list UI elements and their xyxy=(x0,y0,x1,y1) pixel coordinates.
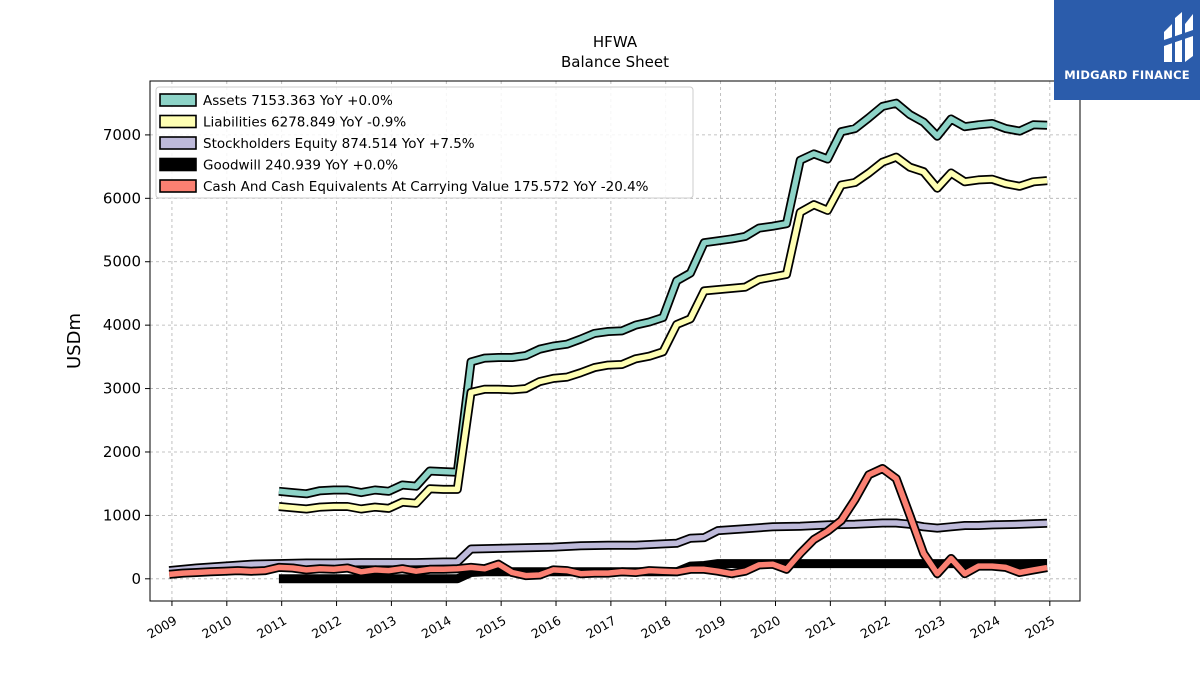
y-tick-label: 4000 xyxy=(103,316,141,334)
y-tick-label: 0 xyxy=(131,570,141,588)
series-layer xyxy=(168,98,1048,584)
legend-label: Assets 7153.363 YoY +0.0% xyxy=(203,93,393,109)
series-0 xyxy=(278,98,1048,499)
x-tick-label: 2010 xyxy=(199,613,234,642)
legend-label: Goodwill 240.939 YoY +0.0% xyxy=(203,158,398,174)
y-tick-label: 7000 xyxy=(103,126,141,144)
y-tick-label: 1000 xyxy=(103,506,141,524)
legend-box xyxy=(155,86,694,199)
brand-logo: MIDGARD FINANCE xyxy=(1054,0,1200,100)
x-tick-label: 2015 xyxy=(474,613,509,642)
x-tick-label: 2018 xyxy=(638,613,673,642)
y-tick-label: 2000 xyxy=(103,443,141,461)
x-tick-label: 2012 xyxy=(309,613,344,642)
x-tick-label: 2016 xyxy=(528,613,563,642)
legend-swatch xyxy=(159,114,197,129)
chart-title: HFWA xyxy=(593,33,638,51)
midgard-logo-icon xyxy=(1164,12,1193,62)
x-tick-label: 2019 xyxy=(693,613,728,642)
series-4 xyxy=(168,464,1048,581)
x-tick-label: 2023 xyxy=(913,613,948,642)
x-tick-label: 2022 xyxy=(858,613,893,642)
series-2 xyxy=(168,518,1048,576)
x-tick-label: 2009 xyxy=(144,613,179,642)
brand-name: MIDGARD FINANCE xyxy=(1064,68,1190,82)
series-outline xyxy=(278,152,1048,514)
legend-label: Cash And Cash Equivalents At Carrying Va… xyxy=(203,179,649,195)
x-tick-label: 2011 xyxy=(254,613,289,642)
y-tick-label: 6000 xyxy=(103,189,141,207)
x-tick-label: 2025 xyxy=(1022,613,1057,642)
y-tick-label: 3000 xyxy=(103,380,141,398)
x-axis-ticks: 2009 2010 2011 2012 2013 2014 2015 2016 2017 2018… xyxy=(144,601,1057,642)
legend-label: Stockholders Equity 874.514 YoY +7.5% xyxy=(203,136,475,152)
legend-swatch xyxy=(159,93,197,107)
y-tick-label: 5000 xyxy=(103,253,141,271)
legend-swatch xyxy=(159,157,197,172)
series-line xyxy=(278,100,1048,497)
x-tick-label: 2013 xyxy=(364,613,399,642)
y-axis-label: USDm xyxy=(64,313,85,369)
x-tick-label: 2024 xyxy=(967,613,1002,642)
series-line xyxy=(168,520,1048,574)
series-line xyxy=(278,154,1048,512)
legend: Assets 7153.363 YoY +0.0% Liabilities 627… xyxy=(155,86,694,199)
chart-subtitle: Balance Sheet xyxy=(561,53,669,71)
legend-swatch xyxy=(159,136,197,150)
x-tick-label: 2014 xyxy=(419,613,454,642)
legend-label: Liabilities 6278.849 YoY -0.9% xyxy=(203,115,406,131)
series-1 xyxy=(278,152,1048,514)
plot-frame xyxy=(149,80,1081,602)
x-tick-label: 2017 xyxy=(583,613,618,642)
x-tick-label: 2021 xyxy=(803,613,838,642)
y-axis-ticks: 0 1000 2000 3000 4000 5000 6000 7000 xyxy=(103,126,150,588)
legend-swatch xyxy=(159,179,197,193)
series-line xyxy=(168,465,1048,579)
x-tick-label: 2020 xyxy=(748,613,783,642)
